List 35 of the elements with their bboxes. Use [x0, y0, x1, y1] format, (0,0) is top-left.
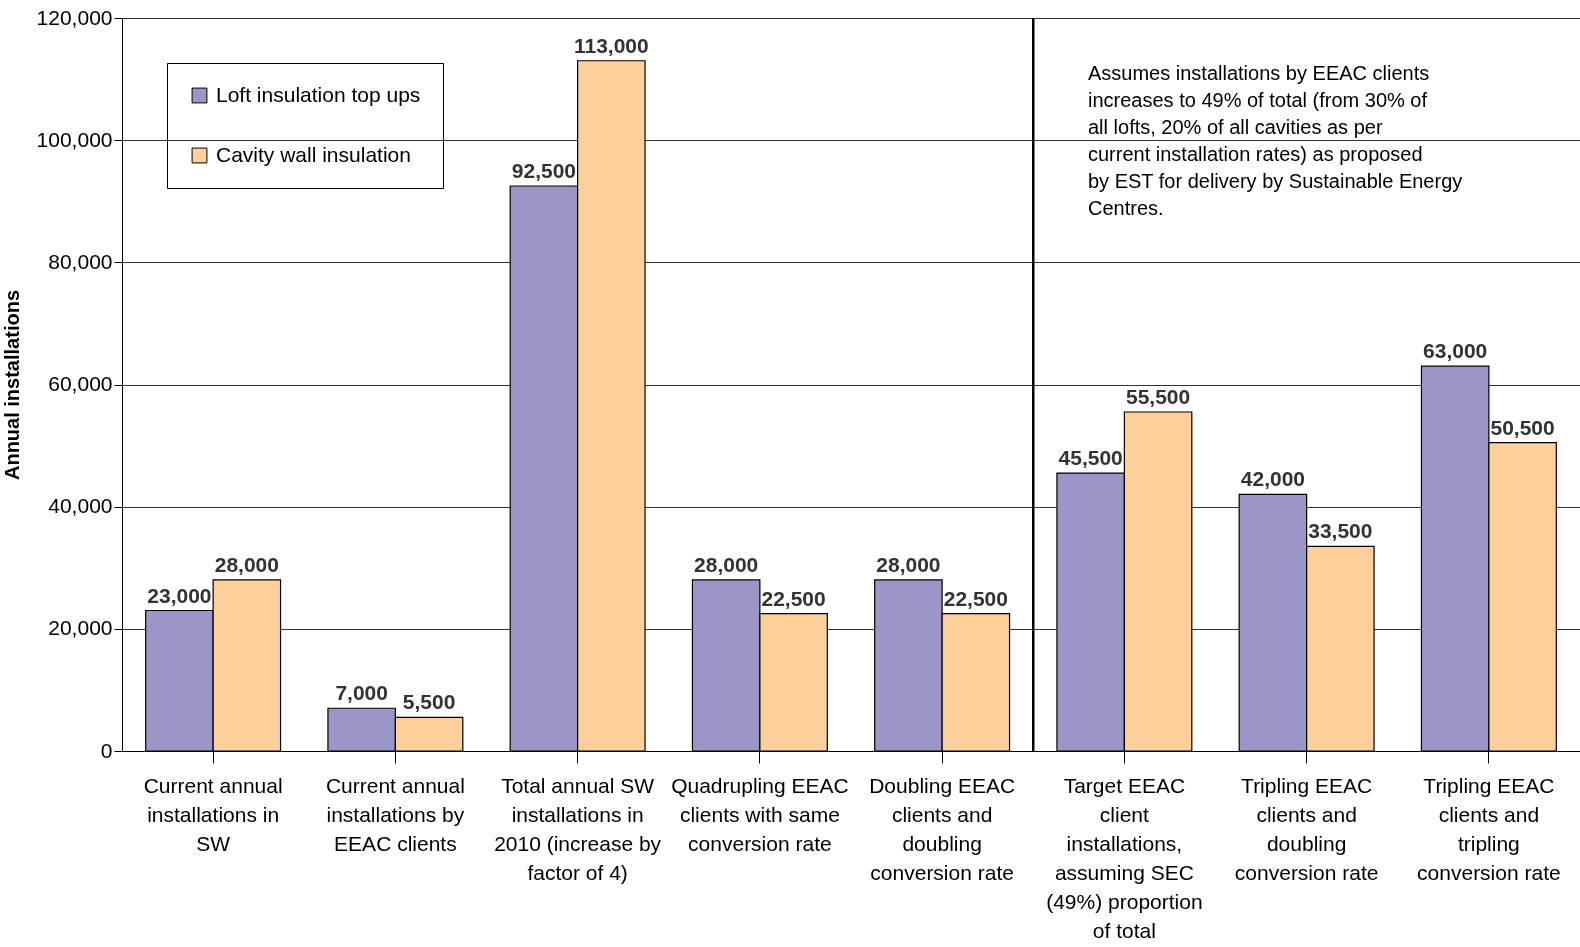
x-tick-label: Target EEAC client installations, assuming SEC (49%) proportion of total [1046, 773, 1203, 942]
data-label: 50,500 [1490, 415, 1555, 439]
y-tick-label: 60,000 [48, 372, 113, 395]
data-label: 7,000 [335, 681, 388, 705]
data-label: 22,500 [761, 586, 826, 610]
x-tick-label: Current annual installations by EEAC clients [325, 773, 465, 855]
data-label: 5,500 [402, 690, 456, 714]
data-label: 92,500 [511, 158, 577, 182]
data-label: 28,000 [694, 552, 759, 576]
legend-label: Cavity wall insulation [216, 142, 411, 166]
y-tick-label: 20,000 [48, 616, 113, 640]
y-tick-label: 80,000 [48, 249, 113, 273]
legend-label: Loft insulation top ups [216, 82, 421, 106]
data-label: 45,500 [1058, 446, 1123, 470]
x-tick-label: Tripling EEAC clients and tripling conversion rate [1417, 773, 1561, 884]
data-label: 63,000 [1423, 339, 1488, 363]
y-tick-label: 0 [100, 738, 113, 762]
data-label: 55,500 [1125, 384, 1191, 408]
annotation: Assumes installations by EEAC clients increases to 49% of total (from 30% of all lofts, 20% of all cavities as per current installation rates) as proposed by EST for delivery by Sustainable Energy Centres. [1088, 62, 1463, 219]
y-axis-title: Annual installations [0, 289, 23, 481]
x-tick-label: Total annual SW installations in 2010 (increase by factor of 4) [494, 773, 662, 884]
data-label: 28,000 [214, 552, 279, 576]
x-tick-label: Doubling EEAC clients and doubling conversion rate [869, 773, 1016, 884]
data-label: 33,500 [1308, 519, 1373, 543]
y-tick-label: 100,000 [36, 127, 113, 151]
y-tick-label: 40,000 [48, 494, 113, 518]
data-label: 22,500 [943, 586, 1008, 610]
data-label: 28,000 [876, 552, 941, 576]
x-tick-label: Quadrupling EEAC clients with same conversion rate [671, 773, 849, 855]
data-label: 42,000 [1240, 467, 1306, 491]
y-tick-label: 120,000 [36, 5, 113, 29]
x-tick-label: Tripling EEAC clients and doubling conversion rate [1234, 773, 1379, 884]
data-label: 113,000 [573, 33, 649, 57]
x-tick-label: Current annual installations in SW [143, 773, 283, 855]
data-label: 23,000 [147, 583, 212, 607]
